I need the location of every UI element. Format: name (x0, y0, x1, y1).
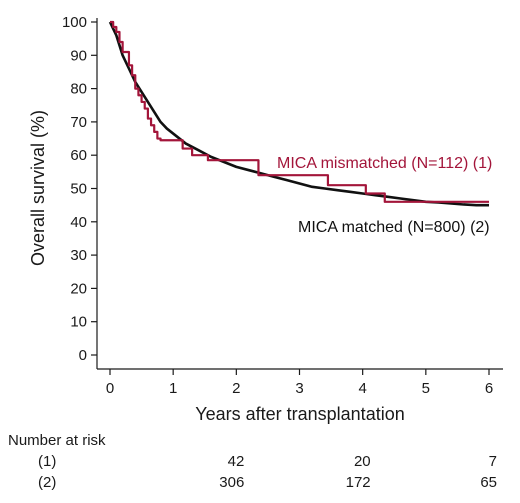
series-label-mica-matched: MICA matched (N=800) (2) (298, 219, 490, 236)
y-tick-label: 70 (70, 114, 87, 131)
series-label-mica-mismatched: MICA mismatched (N=112) (1) (277, 155, 492, 172)
risk-value: 20 (354, 453, 371, 470)
risk-row-2-label: (2) (38, 474, 56, 491)
series-line-mica-matched (108, 21, 489, 207)
risk-table: Number at risk (1) (2) 42 20 7 306 172 65 (8, 432, 497, 491)
y-tick-label: 90 (70, 47, 87, 64)
y-tick-label: 100 (62, 14, 87, 31)
y-tick-label: 30 (70, 247, 87, 264)
risk-value: 172 (346, 474, 371, 491)
x-axis-title: Years after transplantation (195, 404, 404, 424)
risk-value: 65 (480, 474, 497, 491)
x-tick-label: 0 (106, 380, 114, 397)
y-tick-label: 60 (70, 147, 87, 164)
x-tick-label: 6 (485, 380, 493, 397)
axes: 0 10 20 30 40 50 60 70 80 90 100 0 1 2 3 4 5 6 (62, 14, 503, 397)
y-tick-label: 20 (70, 280, 87, 297)
y-tick-label: 80 (70, 81, 87, 98)
x-tick-label: 2 (232, 380, 240, 397)
y-tick-label: 0 (79, 347, 87, 364)
x-tick-label: 1 (169, 380, 177, 397)
risk-value: 306 (219, 474, 244, 491)
y-tick-label: 10 (70, 314, 87, 331)
series-line-mica-mismatched (110, 20, 489, 203)
risk-table-title: Number at risk (8, 432, 106, 449)
risk-value: 42 (228, 453, 245, 470)
risk-values: 42 20 7 306 172 65 (219, 453, 497, 491)
x-tick-label: 5 (422, 380, 430, 397)
series-layer (108, 20, 489, 207)
risk-row-1-label: (1) (38, 453, 56, 470)
y-tick-label: 50 (70, 181, 87, 198)
y-tick-label: 40 (70, 214, 87, 231)
y-axis-title: Overall survival (%) (28, 110, 48, 266)
x-tick-label: 4 (358, 380, 366, 397)
risk-value: 7 (489, 453, 497, 470)
x-tick-label: 3 (295, 380, 303, 397)
